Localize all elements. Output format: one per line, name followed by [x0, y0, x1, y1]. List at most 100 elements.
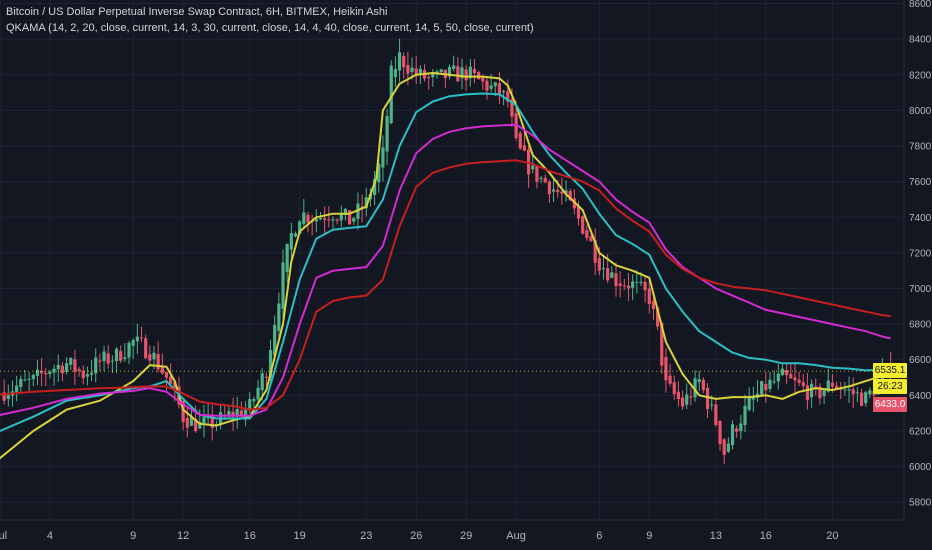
- candle-body: [664, 357, 668, 381]
- candle-body: [19, 378, 23, 387]
- candle-body: [264, 376, 268, 378]
- candle-body: [789, 374, 793, 379]
- kama-line-4: [0, 159, 891, 411]
- candle-body: [352, 218, 356, 222]
- candle-body: [372, 179, 377, 196]
- candle-body: [581, 216, 585, 234]
- candle-body: [747, 397, 751, 410]
- candle-body: [139, 337, 144, 339]
- candle-body: [98, 360, 102, 362]
- candle-body: [289, 233, 293, 250]
- candle-body: [15, 385, 19, 393]
- candle-body: [339, 213, 343, 221]
- candle-body: [335, 219, 339, 221]
- candle-body: [760, 381, 764, 395]
- candle-body: [601, 268, 606, 270]
- candle-body: [64, 363, 69, 372]
- candle-body: [597, 258, 601, 271]
- x-tick-label: 9: [646, 530, 652, 542]
- candle-body: [502, 91, 506, 93]
- candle-body: [40, 370, 44, 374]
- candle-body: [718, 420, 722, 444]
- candle-body: [493, 82, 497, 87]
- candle-body: [531, 165, 535, 170]
- x-tick-label: 16: [760, 530, 772, 542]
- candle-body: [144, 338, 148, 359]
- candle-body: [672, 382, 676, 395]
- candle-body: [535, 166, 539, 182]
- candle-body: [23, 379, 27, 381]
- candle-body: [393, 68, 397, 78]
- candle-body: [106, 353, 110, 364]
- candle-body: [489, 85, 493, 89]
- candle-body: [768, 379, 772, 389]
- bar-countdown-tag: 26:23: [873, 379, 907, 395]
- candle-body: [543, 177, 547, 183]
- candle-body: [56, 364, 60, 370]
- candle-body: [377, 163, 381, 183]
- candle-body: [522, 145, 527, 151]
- candle-body: [331, 219, 335, 221]
- candle-body: [472, 69, 477, 73]
- candle-body: [751, 397, 755, 400]
- candle-body: [131, 340, 135, 346]
- x-tick-label: 9: [130, 530, 136, 542]
- low-price-tag: 6433.0: [873, 397, 907, 413]
- candle-body: [385, 116, 389, 152]
- candle-body: [60, 365, 65, 374]
- candle-body: [464, 69, 468, 81]
- candle-body: [772, 381, 776, 383]
- candle-body: [859, 392, 864, 406]
- candle-body: [35, 369, 40, 376]
- candle-body: [31, 375, 35, 380]
- x-tick-label: Jul: [0, 530, 7, 542]
- candle-body: [148, 354, 152, 361]
- y-tick-label: 6200.0: [909, 426, 932, 437]
- candle-body: [556, 189, 560, 193]
- x-tick-label: 13: [710, 530, 722, 542]
- candle-body: [647, 288, 651, 304]
- candle-body: [460, 67, 464, 79]
- candle-body: [402, 55, 406, 68]
- candle-body: [239, 410, 243, 417]
- candle-body: [27, 378, 31, 380]
- candle-body: [127, 342, 131, 358]
- candle-body: [302, 212, 306, 224]
- candle-body: [256, 387, 260, 400]
- candle-body: [202, 417, 206, 424]
- candle-body: [406, 64, 410, 74]
- candle-body: [181, 401, 185, 423]
- candle-body: [364, 197, 368, 209]
- candle-body: [564, 190, 568, 194]
- candle-body: [801, 382, 805, 387]
- candle-body: [185, 417, 189, 428]
- candle-body: [701, 379, 705, 390]
- candle-body: [626, 285, 631, 289]
- candle-body: [651, 300, 656, 310]
- y-tick-label: 8200.0: [909, 70, 932, 81]
- candle-body: [77, 369, 81, 372]
- candle-body: [764, 383, 768, 391]
- candle-body: [814, 386, 818, 388]
- candle-body: [431, 73, 435, 78]
- y-tick-label: 5800.0: [909, 498, 932, 509]
- candle-body: [730, 424, 735, 446]
- candle-body: [568, 190, 572, 201]
- candle-body: [114, 348, 119, 361]
- candle-body: [260, 373, 264, 391]
- y-tick-label: 7400.0: [909, 213, 932, 224]
- candle-body: [685, 394, 689, 405]
- candle-body: [323, 218, 327, 220]
- candle-body: [318, 217, 323, 220]
- candle-body: [826, 380, 830, 392]
- chart-title: Bitcoin / US Dollar Perpetual Inverse Sw…: [6, 6, 388, 18]
- candle-body: [539, 177, 543, 179]
- candle-body: [164, 371, 169, 378]
- y-tick-label: 6000.0: [909, 462, 932, 473]
- candle-body: [847, 389, 851, 391]
- candle-body: [285, 243, 289, 272]
- candle-body: [822, 390, 826, 396]
- candle-body: [547, 181, 551, 195]
